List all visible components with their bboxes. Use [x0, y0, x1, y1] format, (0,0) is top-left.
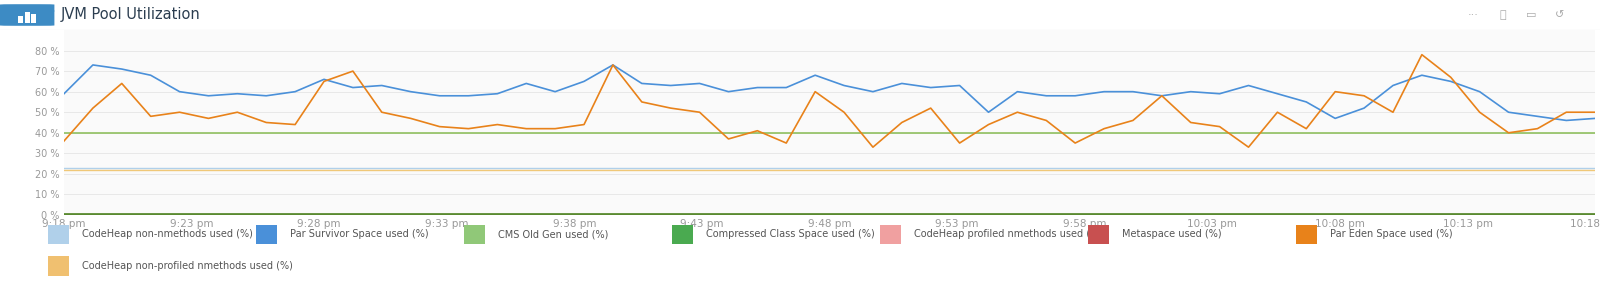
- Text: Par Survivor Space used (%): Par Survivor Space used (%): [290, 229, 429, 239]
- Bar: [1088, 224, 1109, 244]
- Bar: [880, 224, 901, 244]
- Bar: [32, 14, 35, 23]
- Text: ▼: ▼: [45, 8, 54, 22]
- Text: CodeHeap non-nmethods used (%): CodeHeap non-nmethods used (%): [82, 229, 253, 239]
- Text: Metaspace used (%): Metaspace used (%): [1122, 229, 1221, 239]
- Bar: [464, 224, 485, 244]
- Text: Par Eden Space used (%): Par Eden Space used (%): [1330, 229, 1453, 239]
- Bar: [19, 16, 22, 23]
- Text: JVM Pool Utilization: JVM Pool Utilization: [61, 8, 200, 23]
- Bar: [672, 224, 693, 244]
- Text: CodeHeap profiled nmethods used (%): CodeHeap profiled nmethods used (%): [914, 229, 1102, 239]
- Bar: [48, 224, 69, 244]
- Bar: [48, 256, 69, 276]
- Bar: [256, 224, 277, 244]
- Text: ↺: ↺: [1555, 10, 1565, 20]
- Bar: [1296, 224, 1317, 244]
- FancyBboxPatch shape: [0, 4, 54, 26]
- Text: CodeHeap non-profiled nmethods used (%): CodeHeap non-profiled nmethods used (%): [82, 261, 293, 271]
- Text: ▭: ▭: [1526, 10, 1536, 20]
- Text: ···: ···: [1469, 10, 1478, 20]
- Text: CMS Old Gen used (%): CMS Old Gen used (%): [498, 229, 608, 239]
- Bar: [26, 12, 30, 23]
- Text: ⛶: ⛶: [1499, 10, 1506, 20]
- Text: Compressed Class Space used (%): Compressed Class Space used (%): [706, 229, 874, 239]
